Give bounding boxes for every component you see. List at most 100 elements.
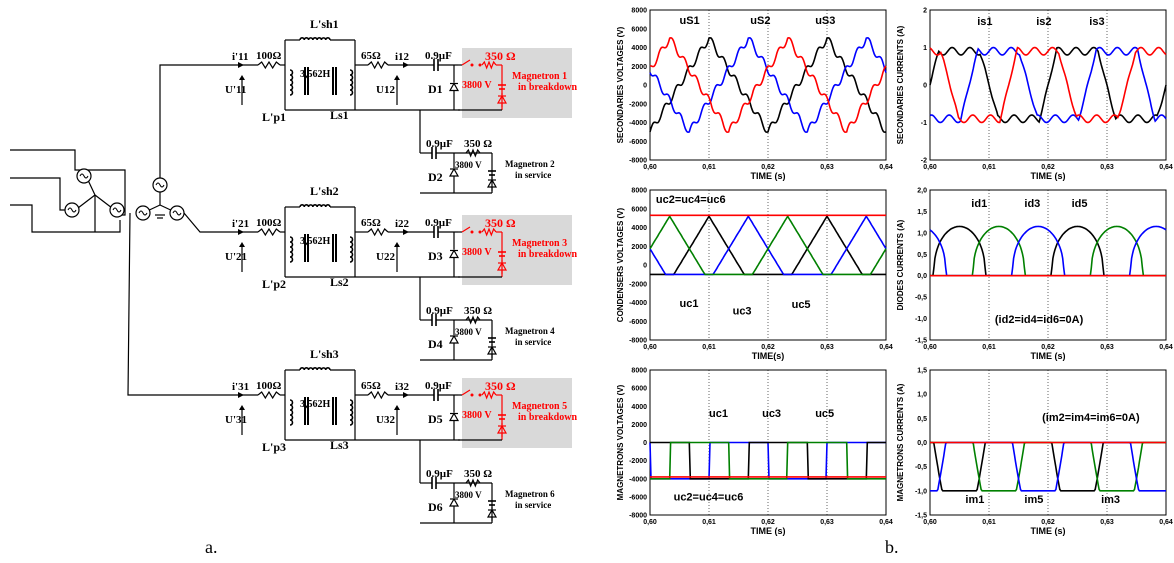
load-resistor-label: 350 Ω [485,379,516,393]
x-tick-label: 0,62 [1041,344,1055,351]
breakdown-box [462,48,572,118]
y-axis-label: MAGNETRONS CURRENTS (A) [896,383,905,501]
x-tick-label: 0,64 [1159,344,1173,351]
y-axis-label: SECONDARIES VOLTAGES (V) [616,26,625,143]
y-tick-label: 2000 [631,244,647,251]
resistor [465,478,481,488]
sub-load-resistor-label: 350 Ω [464,468,492,480]
y-axis-label: SECONDARIES CURRENTS (A) [896,25,905,144]
diode [448,249,460,259]
series-line [649,214,887,276]
primary-inductance-label: L'p2 [262,277,286,291]
x-axis-label: TIME (s) [751,526,786,536]
resistor [257,60,281,70]
inductor [289,399,294,426]
x-tick-label: 0,64 [879,344,893,351]
series-line [649,36,887,134]
inductance-label: 3,562H [300,69,331,80]
x-tick-label: 0,63 [820,164,834,171]
source-voltage-label: 3800 V [462,247,492,258]
wire [94,194,113,209]
x-tick-label: 0,61 [982,519,996,526]
output-voltage-label: U32 [376,414,395,426]
sub-capacitor-label: 0.9µF [426,305,453,317]
series-resistor-label: 100Ω [256,217,282,229]
x-tick-label: 0,60 [923,519,937,526]
y-tick-label: 1 [923,45,927,52]
y-tick-label: -1,5 [915,338,927,345]
y-tick-label: 2,0 [917,188,927,195]
x-tick-label: 0,64 [879,519,893,526]
switch-contact [470,230,474,234]
source-voltage-label: 3800 V [462,80,492,91]
x-tick-label: 0,63 [820,519,834,526]
circuit-diagram: i'11 U'11 100Ω L'sh1 3,562H L'p1 Ls1 65Ω i12 U12 0… [10,17,577,524]
sine-icon [112,207,122,213]
inductor [299,367,331,371]
magnetron-label: Magnetron 5 [512,401,567,412]
sine-icon [155,182,165,188]
resistor [465,315,481,325]
x-tick-label: 0,60 [643,164,657,171]
sine-icon [79,173,89,179]
y-tick-label: -2000 [629,281,647,288]
x-axis-label: TIME (s) [1031,526,1066,536]
wire [127,212,205,396]
sub-capacitor-label: 0.9µF [426,468,453,480]
sine-icon [67,207,77,213]
inductance-label: 3,562H [300,236,331,247]
wire [77,194,96,209]
switch-contact [470,393,474,397]
branch-3: i'31 U'31 100Ω L'sh3 3,562H L'p3 Ls3 65Ω i32 U32 0… [205,347,577,524]
secondary-inductance-label: Ls1 [330,108,349,122]
series-line [649,36,887,134]
series-resistor-label: 100Ω [256,50,282,62]
arrow [239,405,245,410]
shunt-inductance-label: L'sh1 [310,17,339,31]
branch-2: i'21 U'21 100Ω L'sh2 3,562H L'p2 Ls2 65Ω i22 U22 0… [205,184,577,361]
sub-magnetron-label: Magnetron 4 [505,326,555,336]
arrow [238,229,244,235]
sine-icon [138,210,148,216]
wire [10,149,126,216]
y-axis-label: CONDENSERS VOLTAGES (V) [616,207,625,322]
y-tick-label: 1,0 [917,230,927,237]
y-tick-label: 0,0 [917,440,927,447]
sub-load-resistor-label: 350 Ω [464,305,492,317]
sub-source-voltage-label: 3800 V [455,490,482,500]
secondary-resistor-label: 65Ω [361,380,381,392]
load-resistor-label: 350 Ω [485,49,516,63]
primary-inductance-label: L'p1 [262,110,286,124]
arrow [394,75,400,80]
inductor [349,236,354,263]
y-tick-label: 8000 [631,188,647,195]
secondary-resistor-label: 65Ω [361,217,381,229]
y-tick-label: -4000 [629,476,647,483]
sub-magnetron-status-label: in service [515,500,551,510]
y-tick-label: 0 [643,440,647,447]
series-label: uc2=uc4=uc6 [674,492,744,504]
y-tick-label: -8000 [629,338,647,345]
y-tick-label: 2000 [631,64,647,71]
y-tick-label: 1,0 [917,392,927,399]
magnetron-status-label: in breakdown [518,412,577,423]
y-tick-label: 6000 [631,386,647,393]
inductor [299,37,331,41]
y-tick-label: 0,5 [917,252,927,259]
sub-diode-label: D6 [428,500,443,514]
y-tick-label: 2 [923,8,927,15]
y-tick-label: -6000 [629,494,647,501]
x-tick-label: 0,64 [879,164,893,171]
resistor [367,60,389,70]
y-tick-label: 1,5 [917,368,927,375]
sub-magnetron-status-label: in service [515,337,551,347]
arrow [403,62,409,68]
y-tick-label: 6000 [631,206,647,213]
branch-1: i'11 U'11 100Ω L'sh1 3,562H L'p1 Ls1 65Ω i12 U12 0… [205,17,577,194]
resistor [367,390,389,400]
switch-contact [470,63,474,67]
secondary-inductance-label: Ls2 [330,275,349,289]
output-current-label: i32 [395,381,410,393]
x-tick-label: 0,61 [982,344,996,351]
inductor [349,399,354,426]
